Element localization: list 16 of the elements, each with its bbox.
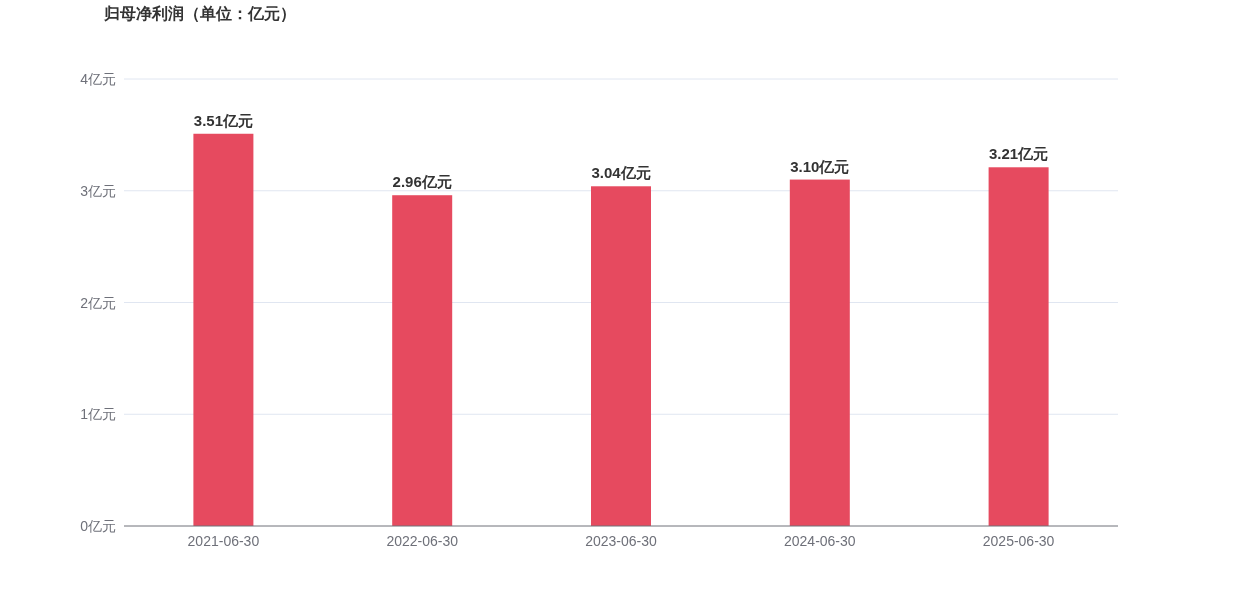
- y-tick-label: 3亿元: [80, 182, 116, 199]
- y-tick-label: 4亿元: [80, 71, 116, 87]
- x-tick-label: 2023-06-30: [585, 533, 658, 549]
- y-tick-label: 0亿元: [80, 518, 116, 534]
- x-tick-label: 2021-06-30: [187, 533, 260, 549]
- y-tick-label: 1亿元: [80, 406, 116, 423]
- x-tick-label: 2024-06-30: [783, 533, 856, 549]
- data-label: 2.96亿元: [392, 173, 452, 191]
- data-label: 3.10亿元: [790, 157, 850, 175]
- data-label: 3.51亿元: [193, 111, 253, 129]
- data-label: 3.04亿元: [591, 164, 651, 182]
- y-tick-label: 2亿元: [80, 294, 116, 311]
- data-label: 3.21亿元: [989, 145, 1049, 163]
- x-tick-label: 2022-06-30: [386, 533, 459, 549]
- x-tick-label: 2025-06-30: [982, 533, 1055, 549]
- chart-title: 归母净利润（单位：亿元）: [103, 5, 296, 23]
